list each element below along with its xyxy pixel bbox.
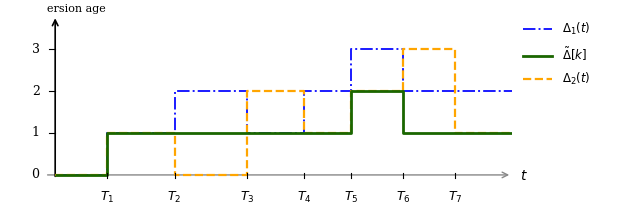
Text: $T_4$: $T_4$ [297, 190, 312, 205]
Text: 1: 1 [31, 126, 40, 139]
Text: $T_5$: $T_5$ [344, 190, 358, 205]
Text: 3: 3 [31, 42, 40, 55]
Text: 0: 0 [31, 168, 40, 181]
Text: $T_1$: $T_1$ [100, 190, 115, 205]
Text: $T_6$: $T_6$ [396, 190, 410, 205]
Text: 2: 2 [32, 84, 40, 97]
Text: $T_2$: $T_2$ [168, 190, 182, 205]
Text: $t$: $t$ [520, 169, 527, 183]
Legend: $\Delta_1(t)$, $\tilde{\Delta}[k]$, $\Delta_2(t)$: $\Delta_1(t)$, $\tilde{\Delta}[k]$, $\De… [523, 21, 590, 87]
Text: $T_7$: $T_7$ [447, 190, 462, 205]
Text: ersion age: ersion age [47, 4, 106, 14]
Text: $T_3$: $T_3$ [240, 190, 255, 205]
